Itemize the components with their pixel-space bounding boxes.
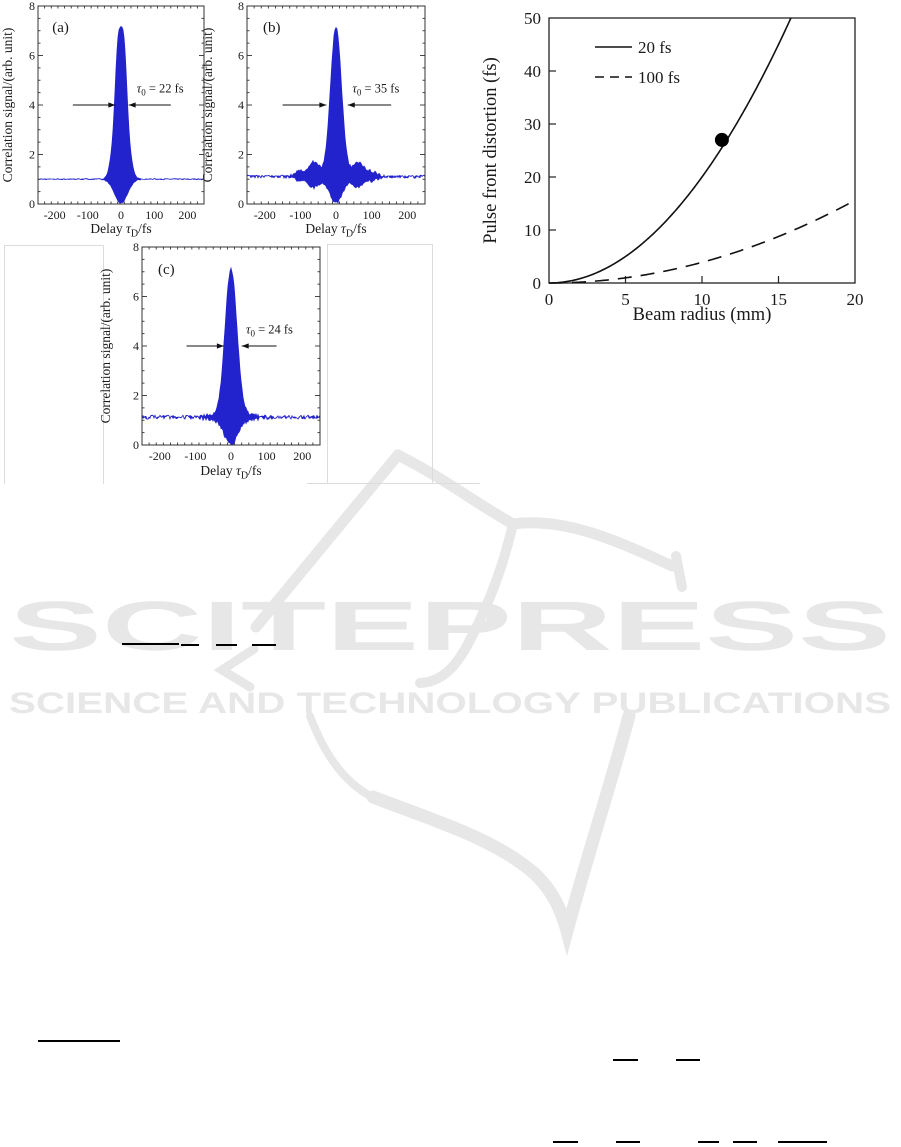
axis-ticks	[37, 5, 205, 205]
y-tick-label: 4	[29, 98, 35, 112]
rule-line	[252, 644, 276, 646]
y-tick-label: 0	[238, 197, 244, 211]
autocorrelation-trace	[37, 25, 205, 204]
x-tick-label: 100	[145, 208, 163, 222]
figure-autocorrelation-panel-a: -200 -100 0 100 200 0 2 4 6 8 τ0 = 22 fs (a) Delay τ…	[0, 0, 232, 242]
fwhm-arrows	[186, 343, 277, 349]
y-tick-label: 8	[238, 0, 244, 13]
x-tick-label: 5	[621, 290, 630, 309]
x-tick-label: 20	[847, 290, 864, 309]
x-tick-label: 10	[694, 290, 711, 309]
rule-line	[553, 1141, 578, 1143]
scitepress-ribbon-icon	[213, 449, 687, 957]
x-tick-label: -100	[77, 208, 99, 222]
x-tick-label: -100	[184, 449, 206, 463]
y-tick-label: 8	[133, 240, 139, 254]
y-tick-label: 40	[524, 62, 541, 81]
pulse-width-annotation: τ0 = 24 fs	[246, 323, 293, 339]
figure-pulse-front-distortion-chart: 0 5 10 15 20 0 10 20 30 40 50 20 fs 100 fs Beam radiu…	[470, 0, 901, 335]
axis-ticks	[246, 5, 426, 205]
iac-plot-iac_a: -200 -100 0 100 200 0 2 4 6 8 τ0 = 22 fs (a) Delay τ…	[0, 0, 205, 240]
measured-data-point	[714, 132, 729, 147]
y-axis-label: Correlation signal/(arb. unit)	[0, 28, 15, 183]
panel-label: (a)	[52, 20, 69, 36]
x-axis-label: Delay τD/fs	[200, 463, 261, 482]
figure-placeholder-box-left	[4, 245, 104, 484]
autocorrelation-trace	[246, 26, 426, 204]
axis-ticks	[141, 246, 321, 446]
y-tick-label: 30	[524, 115, 541, 134]
y-tick-label: 4	[133, 339, 139, 353]
y-tick-label: 0	[29, 197, 35, 211]
x-axis-label: Delay τD/fs	[90, 221, 151, 240]
x-tick-label: 200	[178, 208, 196, 222]
y-tick-label: 2	[133, 389, 139, 403]
rule-line	[778, 1141, 827, 1143]
y-tick-label: 2	[29, 148, 35, 162]
y-tick-label: 2	[238, 148, 244, 162]
watermark-subtitle: SCIENCE AND TECHNOLOGY PUBLICATIONS	[9, 687, 891, 720]
y-tick-label: 20	[524, 168, 541, 187]
y-tick-label: 50	[524, 9, 541, 28]
axis-ticks	[549, 70, 780, 283]
rule-line	[733, 1141, 757, 1143]
series-solid	[548, 17, 792, 284]
fwhm-arrows	[72, 102, 171, 108]
rule-line	[122, 643, 179, 645]
x-tick-label: 100	[363, 208, 381, 222]
panel-label: (b)	[263, 20, 281, 36]
y-tick-label: 0	[533, 274, 542, 293]
y-tick-label: 6	[133, 290, 139, 304]
pulse-width-annotation: τ0 = 35 fs	[352, 82, 399, 98]
figure-autocorrelation-panel-c: -200 -100 0 100 200 0 2 4 6 8 τ0 = 24 fs (c) Delay τ…	[95, 240, 335, 486]
y-tick-label: 6	[238, 49, 244, 63]
rule-line	[38, 1040, 120, 1042]
y-tick-label: 6	[29, 49, 35, 63]
x-tick-label: 0	[333, 208, 339, 222]
autocorrelation-trace	[141, 266, 321, 445]
pulse-front-distortion-plot: 0 5 10 15 20 0 10 20 30 40 50 20 fs 100 fs Beam radiu…	[481, 9, 864, 325]
x-tick-label: 100	[258, 449, 276, 463]
iac-plot-iac_b: -200 -100 0 100 200 0 2 4 6 8 τ0 = 35 fs (b) Delay τ…	[200, 0, 426, 240]
x-tick-label: -100	[289, 208, 311, 222]
y-tick-label: 0	[133, 438, 139, 452]
x-axis-label: Beam radius (mm)	[633, 305, 772, 325]
rule-line	[181, 644, 199, 646]
iac-plot-iac_c: -200 -100 0 100 200 0 2 4 6 8 τ0 = 24 fs (c) Delay τ…	[98, 240, 321, 482]
legend-label-dashed: 100 fs	[638, 68, 680, 87]
y-axis-label: Correlation signal/(arb. unit)	[200, 28, 215, 183]
plot-frame	[548, 17, 856, 284]
x-tick-label: 200	[293, 449, 311, 463]
y-axis-label: Pulse front distortion (fs)	[481, 57, 501, 244]
figure-placeholder-box-right	[327, 244, 433, 484]
series-dashed	[549, 199, 856, 284]
x-tick-label: 200	[398, 208, 416, 222]
figure-autocorrelation-panel-b: -200 -100 0 100 200 0 2 4 6 8 τ0 = 35 fs (b) Delay τ…	[200, 0, 442, 242]
pulse-width-annotation: τ0 = 22 fs	[137, 82, 184, 98]
x-tick-label: -200	[149, 449, 171, 463]
x-tick-label: 15	[770, 290, 787, 309]
x-tick-label: -200	[44, 208, 66, 222]
x-axis-label: Delay τD/fs	[305, 221, 366, 240]
x-tick-label: 0	[228, 449, 234, 463]
x-tick-label: 0	[545, 290, 554, 309]
panel-label: (c)	[158, 262, 175, 278]
rule-line	[613, 1059, 638, 1061]
rule-line	[676, 1059, 700, 1061]
y-tick-label: 8	[29, 0, 35, 13]
watermark-title: SCITEPRESS	[9, 587, 891, 665]
legend: 20 fs 100 fs	[595, 38, 680, 87]
legend-label-solid: 20 fs	[638, 38, 672, 57]
x-tick-label: 0	[118, 208, 124, 222]
rule-line	[216, 644, 237, 646]
rule-line	[698, 1141, 719, 1143]
fwhm-arrows	[282, 102, 392, 108]
y-tick-label: 4	[238, 98, 244, 112]
x-tick-label: -200	[254, 208, 276, 222]
rule-line	[616, 1141, 640, 1143]
y-tick-label: 10	[524, 221, 541, 240]
y-axis-label: Correlation signal/(arb. unit)	[98, 269, 113, 424]
